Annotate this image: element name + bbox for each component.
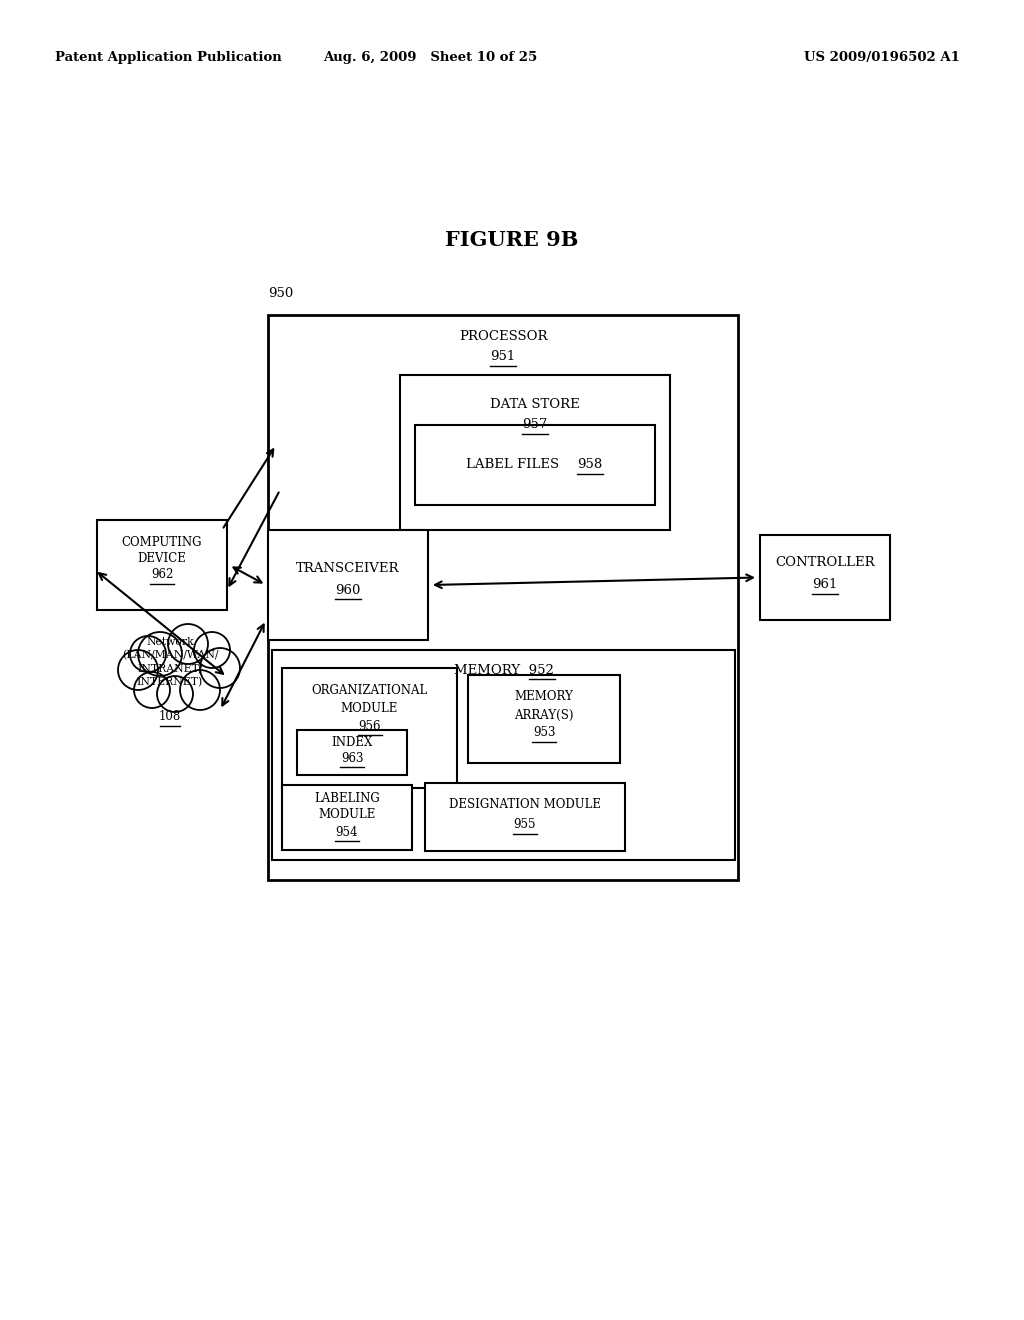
Circle shape: [134, 672, 170, 708]
Text: 950: 950: [268, 286, 293, 300]
Text: Patent Application Publication: Patent Application Publication: [55, 50, 282, 63]
Circle shape: [118, 649, 158, 690]
Bar: [468, 675, 620, 763]
Text: MEMORY  952: MEMORY 952: [454, 664, 553, 676]
Text: 108: 108: [159, 710, 181, 723]
Text: 956: 956: [358, 719, 381, 733]
Bar: [272, 649, 735, 861]
Text: 962: 962: [151, 569, 173, 582]
Circle shape: [130, 636, 166, 672]
Text: 953: 953: [532, 726, 555, 739]
Text: 960: 960: [335, 583, 360, 597]
Text: 957: 957: [522, 418, 548, 432]
Text: LABELING: LABELING: [314, 792, 380, 804]
Text: Aug. 6, 2009   Sheet 10 of 25: Aug. 6, 2009 Sheet 10 of 25: [323, 50, 538, 63]
Text: ARRAY(S): ARRAY(S): [514, 709, 573, 722]
Text: 963: 963: [341, 751, 364, 764]
Bar: [268, 315, 738, 880]
Text: Network
(LAN/MAN/WAN/
INTRANET/
INTERNET): Network (LAN/MAN/WAN/ INTRANET/ INTERNET…: [122, 636, 218, 688]
Text: 955: 955: [514, 818, 537, 832]
Text: COMPUTING: COMPUTING: [122, 536, 203, 549]
Bar: [297, 730, 407, 775]
Text: MODULE: MODULE: [341, 701, 398, 714]
Text: 951: 951: [490, 351, 516, 363]
Bar: [760, 535, 890, 620]
Text: MEMORY: MEMORY: [515, 690, 573, 704]
Text: PROCESSOR: PROCESSOR: [459, 330, 547, 343]
Text: INDEX: INDEX: [332, 737, 373, 750]
Text: 961: 961: [812, 578, 838, 591]
Bar: [97, 520, 227, 610]
Bar: [282, 785, 412, 850]
Text: ORGANIZATIONAL: ORGANIZATIONAL: [311, 684, 428, 697]
Text: 958: 958: [578, 458, 603, 471]
Bar: [425, 783, 625, 851]
Bar: [400, 375, 670, 531]
Bar: [268, 531, 428, 640]
Text: FIGURE 9B: FIGURE 9B: [445, 230, 579, 249]
Text: 954: 954: [336, 825, 358, 838]
Circle shape: [138, 632, 182, 676]
Circle shape: [194, 632, 230, 668]
Text: DESIGNATION MODULE: DESIGNATION MODULE: [449, 799, 601, 812]
Bar: [282, 668, 457, 788]
Text: DEVICE: DEVICE: [137, 552, 186, 565]
Text: US 2009/0196502 A1: US 2009/0196502 A1: [804, 50, 961, 63]
Text: CONTROLLER: CONTROLLER: [775, 557, 874, 569]
Circle shape: [157, 676, 193, 711]
Text: DATA STORE: DATA STORE: [490, 399, 580, 412]
Text: TRANSCEIVER: TRANSCEIVER: [296, 561, 399, 574]
Text: MODULE: MODULE: [318, 808, 376, 821]
Circle shape: [200, 648, 240, 688]
Circle shape: [168, 624, 208, 664]
Circle shape: [180, 671, 220, 710]
Text: LABEL FILES: LABEL FILES: [467, 458, 559, 471]
Bar: [415, 425, 655, 506]
